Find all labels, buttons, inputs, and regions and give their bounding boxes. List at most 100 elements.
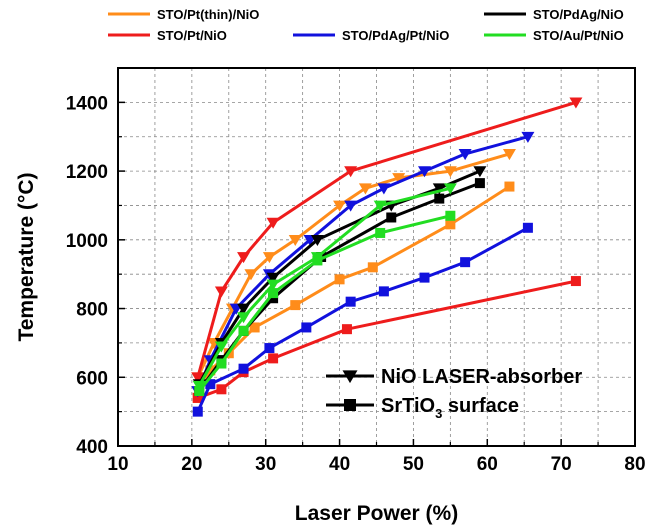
sto-series-line: [196, 226, 529, 413]
plot-series: [191, 97, 583, 417]
sto-data-point: [445, 210, 456, 221]
sto-data-point: [367, 262, 378, 273]
legend-label: STO/Au/Pt/NiO: [533, 28, 624, 43]
sto-data-point: [301, 322, 312, 333]
nio-data-point: [310, 234, 324, 246]
sto-data-point: [386, 212, 397, 223]
nio-data-point: [192, 380, 206, 393]
sto-data-point: [419, 272, 430, 283]
legend-item: STO/PdAg/NiO: [484, 7, 624, 22]
x-tick-label: 10: [107, 454, 128, 475]
nio-data-point: [266, 272, 280, 284]
nio-series-line: [196, 100, 577, 378]
y-tick-label: 400: [76, 437, 108, 458]
nio-data-point: [458, 149, 472, 161]
nio-series-line: [197, 169, 481, 385]
axis-ticks: 10 20 30 40 50 60 70 80 400 600 800 1000 1200 1400: [66, 93, 646, 475]
nio-data-point: [344, 200, 358, 212]
nio-data-point: [521, 131, 535, 143]
square-marker: [344, 399, 356, 411]
inset-legend-item-nio: NiO LASER-absorber: [326, 366, 582, 388]
nio-data-point: [443, 183, 457, 195]
sto-data-point: [216, 384, 227, 395]
nio-data-point: [569, 97, 583, 109]
sto-data-point: [268, 353, 279, 364]
legend-label: STO/PdAg/NiO: [533, 7, 624, 22]
sto-data-point: [264, 343, 275, 354]
sto-data-point: [192, 406, 203, 417]
nio-data-point: [244, 269, 258, 281]
nio-data-point: [214, 286, 228, 298]
sto-data-point: [205, 365, 216, 376]
nio-data-point: [473, 166, 487, 178]
legend-label: STO/Pt(thin)/NiO: [157, 7, 259, 22]
sto-data-point: [334, 274, 345, 285]
sto-data-point: [290, 300, 301, 311]
sto-data-point: [378, 286, 389, 297]
x-tick-label: 60: [477, 454, 498, 475]
grid: [118, 68, 635, 446]
triangle-down-marker: [342, 370, 358, 384]
nio-data-point: [262, 252, 276, 264]
sto-data-point: [460, 257, 471, 268]
inset-legend: NiO LASER-absorber SrTiO3 surface: [326, 366, 582, 421]
sto-data-point: [216, 358, 227, 369]
sto-data-point: [341, 324, 352, 335]
nio-data-point: [266, 279, 280, 291]
sto-data-point: [268, 293, 279, 304]
sto-data-point: [205, 379, 216, 390]
sto-data-point: [375, 227, 386, 238]
nio-data-point: [443, 166, 457, 178]
series-group: [192, 183, 457, 397]
series-group: [191, 97, 583, 403]
nio-data-point: [373, 200, 387, 212]
y-tick-label: 1200: [66, 162, 108, 183]
nio-data-point: [310, 252, 324, 264]
nio-data-point: [502, 149, 516, 161]
nio-data-point: [237, 252, 251, 264]
sto-data-point: [345, 296, 356, 307]
nio-data-point: [266, 217, 280, 229]
nio-data-point: [333, 200, 347, 212]
series-group: [191, 131, 535, 417]
legend-item: STO/PdAg/Pt/NiO: [293, 28, 449, 43]
sto-data-point: [570, 276, 581, 287]
y-axis-title: Temperature (°C): [15, 172, 38, 341]
sto-data-point: [522, 222, 533, 233]
legend-item: STO/Pt/NiO: [108, 28, 227, 43]
legend-label: STO/Pt/NiO: [157, 28, 227, 43]
nio-data-point: [358, 183, 372, 195]
nio-data-point: [191, 372, 205, 384]
sto-data-point: [238, 363, 249, 374]
inset-legend-label: NiO LASER-absorber: [381, 366, 582, 388]
inset-legend-item-sto: SrTiO3 surface: [326, 395, 519, 421]
x-axis-title: Laser Power (%): [295, 502, 458, 525]
x-tick-label: 40: [329, 454, 350, 475]
x-tick-label: 80: [624, 454, 645, 475]
sto-data-point: [474, 178, 485, 189]
nio-data-point: [214, 341, 228, 353]
sto-data-point: [238, 325, 249, 336]
nio-data-point: [237, 312, 251, 324]
nio-series-line: [196, 135, 529, 392]
legend: STO/Pt(thin)/NiO STO/Pt/NiO STO/PdAg/Pt/Ni…: [108, 7, 624, 43]
legend-item: STO/Pt(thin)/NiO: [108, 7, 259, 22]
x-tick-label: 20: [181, 454, 202, 475]
nio-data-point: [377, 183, 391, 195]
x-tick-label: 30: [255, 454, 276, 475]
sto-data-point: [192, 392, 203, 403]
legend-label: STO/PdAg/Pt/NiO: [342, 28, 449, 43]
sto-data-point: [268, 288, 279, 299]
nio-data-point: [418, 166, 432, 178]
nio-data-point: [288, 234, 302, 246]
y-tick-label: 800: [76, 300, 108, 321]
sto-data-point: [504, 181, 515, 192]
nio-data-point: [392, 173, 406, 185]
inset-legend-label: SrTiO3 surface: [381, 395, 519, 421]
nio-data-point: [237, 303, 251, 315]
y-tick-label: 1400: [66, 93, 108, 114]
y-tick-label: 1000: [66, 231, 108, 252]
nio-data-point: [344, 166, 358, 178]
legend-item: STO/Au/Pt/NiO: [484, 28, 624, 43]
